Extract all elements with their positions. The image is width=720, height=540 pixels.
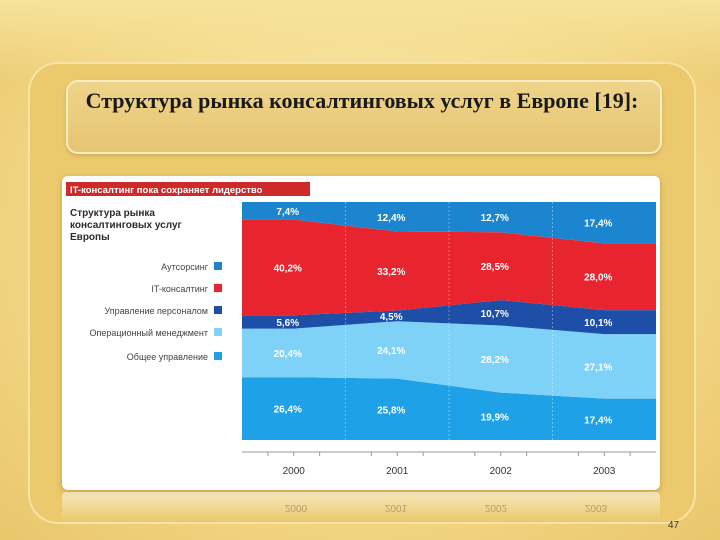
legend-swatch bbox=[214, 328, 222, 336]
chart-banner bbox=[66, 182, 310, 196]
data-label: 26,4% bbox=[274, 405, 302, 416]
data-label: 40,2% bbox=[274, 263, 302, 274]
data-label: 28,5% bbox=[481, 262, 509, 273]
legend-label: Общее управление bbox=[127, 352, 208, 362]
chart-card: IT-консалтинг пока сохраняет лидерство С… bbox=[62, 176, 660, 490]
legend-swatch bbox=[214, 262, 222, 270]
page-number: 47 bbox=[668, 520, 680, 531]
data-label: 10,7% bbox=[481, 309, 509, 320]
chart-title: Структура рынка консалтинговых услуг Европ… bbox=[70, 208, 182, 243]
data-label: 17,4% bbox=[584, 219, 612, 230]
data-label: 5,6% bbox=[276, 318, 299, 329]
area-управление-персоналом bbox=[242, 300, 656, 335]
data-label: 27,1% bbox=[584, 362, 612, 373]
reflection-label: 2000 bbox=[284, 502, 308, 513]
chart-reflection bbox=[62, 492, 660, 522]
legend-swatch bbox=[214, 352, 222, 360]
data-label: 4,5% bbox=[380, 312, 403, 323]
legend-label: Операционный менеджмент bbox=[89, 328, 208, 338]
legend-label: Аутсорсинг bbox=[161, 262, 209, 272]
legend-swatch bbox=[214, 284, 222, 292]
data-label: 19,9% bbox=[481, 412, 509, 423]
plot-area: 26,4% 25,8% 19,9% 17,4% 20,4% 24,1% 28,2% 27,1%… bbox=[242, 202, 656, 450]
reflection-label: 2003 bbox=[584, 502, 608, 513]
data-label: 7,4% bbox=[276, 207, 299, 218]
x-tick-label: 2002 bbox=[490, 466, 513, 477]
reflection-label: 2001 bbox=[384, 502, 408, 513]
legend-swatch bbox=[214, 306, 222, 314]
legend: Аутсорсинг IT-консалтинг Управление персон… bbox=[89, 262, 222, 362]
title-box bbox=[66, 80, 662, 154]
data-label: 20,4% bbox=[274, 349, 302, 360]
data-label: 25,8% bbox=[377, 405, 405, 416]
chart-banner-text: IT-консалтинг пока сохраняет лидерство bbox=[70, 185, 263, 196]
reflection-label: 2002 bbox=[484, 502, 508, 513]
area-общее-управление bbox=[242, 377, 656, 440]
data-label: 17,4% bbox=[584, 415, 612, 426]
area-аутсорсинг bbox=[242, 202, 656, 244]
data-label: 12,4% bbox=[377, 213, 405, 224]
x-axis: 2000 2001 2002 2003 bbox=[242, 451, 656, 477]
data-label: 10,1% bbox=[584, 318, 612, 329]
legend-label: Управление персоналом bbox=[104, 306, 208, 316]
legend-label: IT-консалтинг bbox=[151, 284, 208, 294]
data-label: 24,1% bbox=[377, 346, 405, 357]
x-tick-label: 2000 bbox=[283, 466, 306, 477]
stacked-area-chart: IT-консалтинг пока сохраняет лидерство С… bbox=[66, 182, 656, 477]
data-label: 33,2% bbox=[377, 267, 405, 278]
data-label: 28,0% bbox=[584, 273, 612, 284]
area-операционный-менеджмент bbox=[242, 321, 656, 399]
data-label: 12,7% bbox=[481, 213, 509, 224]
area-it-консалтинг bbox=[242, 219, 656, 316]
slide-title: Структура рынка консалтинговых услуг в Е… bbox=[85, 88, 639, 113]
x-tick-label: 2001 bbox=[386, 466, 409, 477]
x-tick-label: 2003 bbox=[593, 466, 616, 477]
data-label: 28,2% bbox=[481, 355, 509, 366]
